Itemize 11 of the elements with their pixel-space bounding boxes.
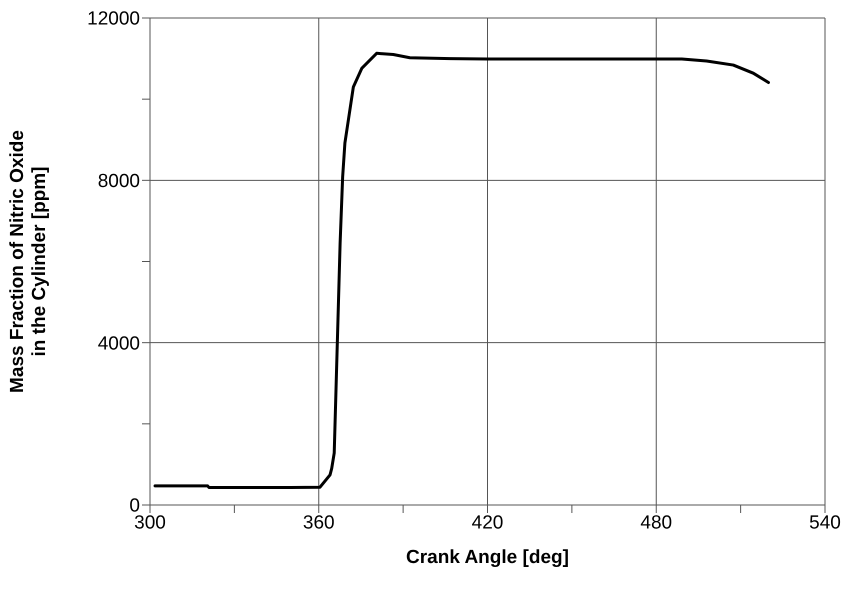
x-tick-label: 360 bbox=[302, 512, 335, 534]
y-tick-label: 12000 bbox=[87, 8, 140, 30]
line-series bbox=[154, 52, 770, 490]
x-tick-label: 300 bbox=[134, 512, 166, 534]
x-tick-label: 420 bbox=[472, 512, 504, 534]
y-tick-label: 8000 bbox=[98, 171, 140, 192]
y-axis-title: Mass Fraction of Nitric Oxide in the Cylinder [ppm] bbox=[7, 130, 50, 393]
x-axis-title: Crank Angle [deg] bbox=[406, 547, 569, 568]
y-tick-label: 4000 bbox=[98, 333, 140, 354]
x-tick-label: 480 bbox=[640, 512, 672, 534]
x-tick-label: 540 bbox=[809, 512, 841, 534]
